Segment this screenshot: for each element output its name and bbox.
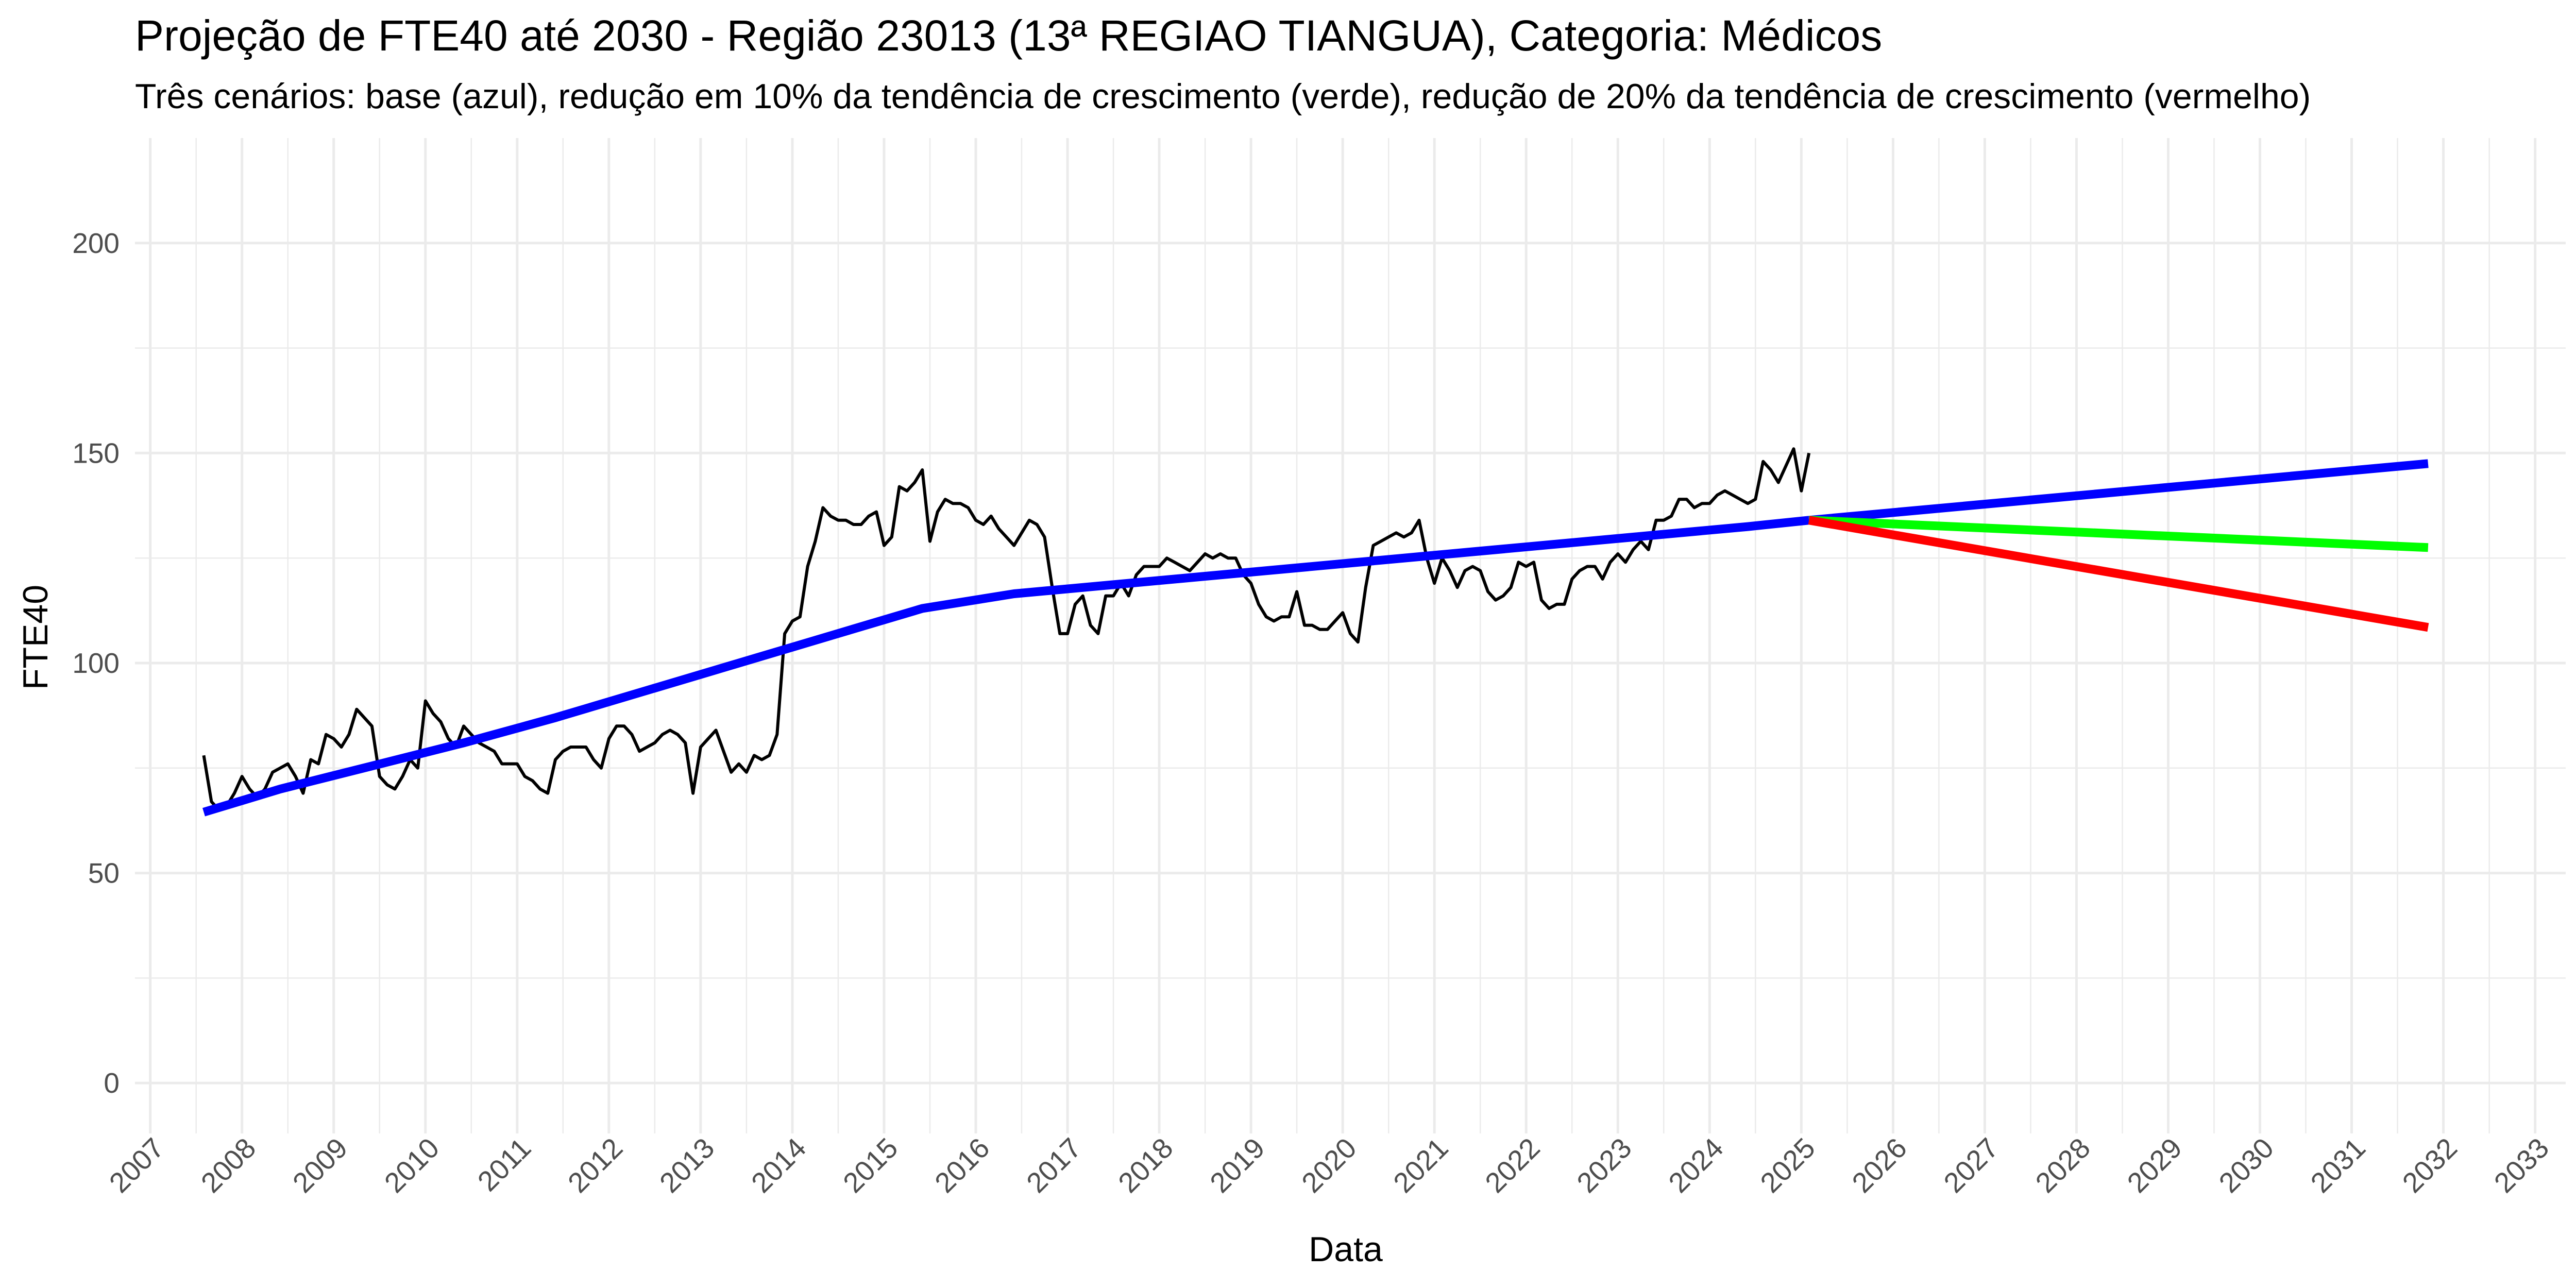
- x-tick-label: 2012: [562, 1132, 629, 1199]
- y-axis-ticks: 0 50 100 150 200: [72, 227, 120, 1099]
- minor-gridlines: [135, 138, 2566, 1133]
- x-tick-label: 2027: [1938, 1132, 2005, 1199]
- x-tick-label: 2017: [1020, 1132, 1087, 1199]
- x-axis-ticks: 2007 2008 2009 2010 2011 2012 2013 2014 2015 2016…: [103, 1132, 2555, 1199]
- series-line-5: [1808, 516, 2429, 632]
- x-tick-label: 2024: [1662, 1132, 1729, 1199]
- x-tick-label: 2033: [2488, 1132, 2555, 1199]
- x-tick-label: 2030: [2213, 1132, 2280, 1199]
- x-tick-label: 2011: [471, 1132, 537, 1197]
- chart-subtitle: Três cenários: base (azul), redução em 1…: [135, 77, 2311, 116]
- y-tick-label: 200: [72, 227, 120, 259]
- x-tick-label: 2022: [1479, 1132, 1546, 1199]
- y-tick-label: 150: [72, 437, 120, 469]
- x-tick-label: 2025: [1754, 1132, 1821, 1199]
- series-line-4: [1808, 516, 2429, 552]
- x-tick-label: 2029: [2121, 1132, 2188, 1199]
- x-tick-label: 2020: [1295, 1132, 1362, 1199]
- major-gridlines: [135, 138, 2566, 1133]
- x-tick-label: 2021: [1387, 1132, 1454, 1199]
- x-tick-label: 2032: [2396, 1132, 2463, 1199]
- x-tick-label: 2019: [1204, 1132, 1270, 1199]
- series-line-3: [1808, 459, 2429, 525]
- x-tick-label: 2023: [1570, 1132, 1637, 1199]
- y-tick-label: 0: [104, 1067, 120, 1099]
- y-tick-label: 100: [72, 647, 120, 679]
- x-axis-title: Data: [1309, 1230, 1383, 1269]
- x-tick-label: 2015: [837, 1132, 904, 1199]
- series-lines: [202, 447, 2429, 817]
- x-tick-label: 2028: [2029, 1132, 2096, 1199]
- x-tick-label: 2007: [103, 1132, 170, 1199]
- x-tick-label: 2009: [286, 1132, 353, 1199]
- x-tick-label: 2008: [195, 1132, 262, 1199]
- series-line-1: [202, 447, 1811, 812]
- x-tick-label: 2026: [1846, 1132, 1913, 1199]
- series-line-2: [202, 516, 1810, 817]
- chart-title: Projeção de FTE40 até 2030 - Região 2301…: [135, 11, 1882, 60]
- x-tick-label: 2016: [928, 1132, 995, 1199]
- x-tick-label: 2018: [1112, 1132, 1179, 1199]
- y-axis-title: FTE40: [16, 585, 55, 690]
- x-tick-label: 2014: [745, 1132, 812, 1199]
- x-tick-label: 2013: [653, 1132, 720, 1199]
- y-tick-label: 50: [88, 857, 120, 889]
- x-tick-label: 2031: [2304, 1132, 2371, 1199]
- x-tick-label: 2010: [378, 1132, 445, 1199]
